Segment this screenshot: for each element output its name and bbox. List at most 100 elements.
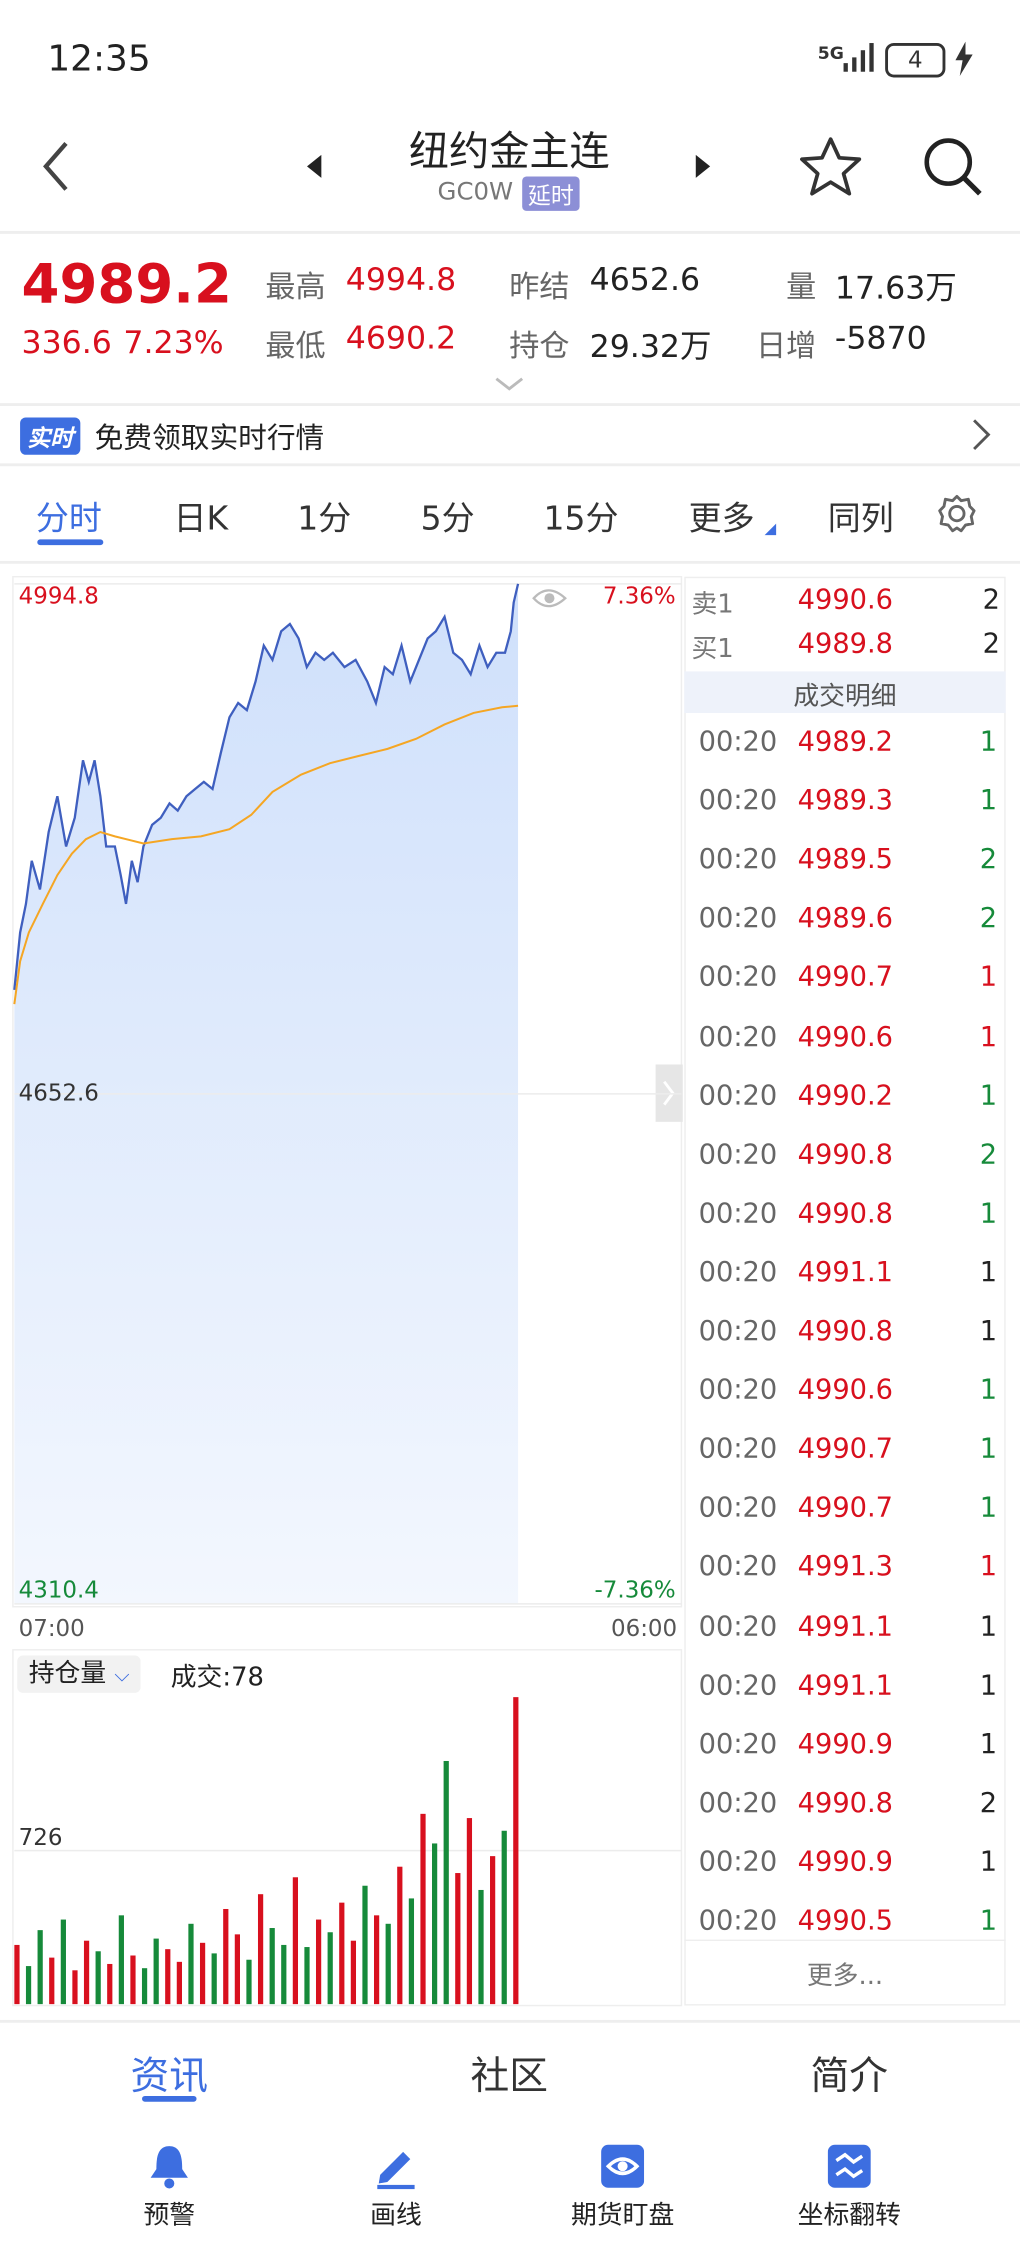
banner-text[interactable]: 免费领取实时行情: [94, 420, 325, 455]
tab[interactable]: 1分: [297, 500, 352, 538]
delay-badge: 延时: [522, 176, 580, 211]
nav-label[interactable]: 预警: [143, 2200, 196, 2231]
expand-button[interactable]: [494, 376, 526, 393]
prev-button[interactable]: [304, 152, 327, 181]
trade-volume: 2: [979, 843, 998, 876]
trade-price: 4991.1: [797, 1610, 894, 1642]
eye-icon[interactable]: [532, 589, 567, 608]
volume-bar: [25, 1966, 32, 2005]
volume-bar: [501, 1830, 507, 2005]
volume-bar: [234, 1934, 240, 2005]
trade-price: 4989.2: [797, 725, 894, 758]
volume-bar: [373, 1915, 380, 2005]
back-button[interactable]: [37, 138, 77, 195]
trade-volume: 2: [979, 902, 998, 935]
trades-title: 成交明细: [793, 681, 897, 712]
last-price: 4989.2: [21, 252, 232, 316]
search-button[interactable]: [921, 135, 984, 198]
stat-value: 4652.6: [589, 262, 701, 299]
volume-selector[interactable]: 持仓量 ⌵: [17, 1655, 142, 1693]
content-tab[interactable]: 资讯: [130, 2054, 209, 2099]
volume-bar: [327, 1932, 333, 2005]
tab-indicator: [37, 539, 104, 546]
volume-label: 成交:78: [170, 1662, 264, 1693]
stat-label: 持仓: [509, 328, 570, 363]
next-button[interactable]: [691, 152, 714, 181]
volume-bar: [281, 1944, 287, 2005]
divider: [0, 2019, 1020, 2023]
volume-bar: [350, 1940, 357, 2005]
trade-time: 00:20: [698, 902, 778, 935]
tab[interactable]: 更多: [688, 500, 755, 538]
trade-volume: 1: [979, 725, 998, 758]
trade-time: 00:20: [698, 1197, 778, 1230]
tab[interactable]: 5分: [420, 500, 475, 538]
trade-volume: 1: [979, 784, 998, 817]
trade-time: 00:20: [698, 843, 778, 876]
trade-volume: 2: [979, 1138, 998, 1171]
trade-price: 4989.6: [797, 902, 894, 935]
trade-volume: 1: [979, 1433, 998, 1465]
favorite-button[interactable]: [798, 135, 864, 198]
tab[interactable]: 日K: [173, 500, 229, 538]
trade-price: 4991.3: [797, 1551, 894, 1583]
trade-price: 4990.7: [797, 961, 894, 994]
network: 5G: [817, 43, 844, 64]
tab[interactable]: 同列: [827, 500, 894, 538]
trade-volume: 1: [979, 1020, 998, 1053]
content-tab[interactable]: 社区: [470, 2054, 549, 2099]
settings-button[interactable]: [937, 494, 977, 534]
stat-value: -5870: [834, 321, 927, 358]
trade-price: 4990.8: [797, 1138, 894, 1171]
divider: [0, 230, 1020, 234]
trade-time: 00:20: [698, 1846, 778, 1878]
trades-header: [684, 671, 1006, 713]
stat-value: 4690.2: [345, 321, 457, 358]
trade-time: 00:20: [698, 1256, 778, 1289]
trade-volume: 1: [979, 1315, 998, 1348]
divider: [684, 1939, 1006, 1942]
nav-label[interactable]: 坐标翻转: [797, 2200, 901, 2231]
price-line: [13, 704, 519, 1005]
x-tick-label: 06:00: [611, 1616, 677, 1642]
nav-label[interactable]: 画线: [370, 2200, 422, 2231]
banner-arrow[interactable]: [970, 416, 993, 453]
tab[interactable]: 分时: [35, 500, 102, 538]
volume-bar: [315, 1919, 322, 2005]
trade-time: 00:20: [698, 1079, 778, 1112]
flip-icon[interactable]: [827, 2143, 871, 2189]
trade-time: 00:20: [698, 1315, 778, 1348]
volume-bar: [130, 1955, 136, 2005]
volume-bar: [478, 1889, 484, 2005]
tab[interactable]: 15分: [543, 500, 619, 538]
trade-time: 00:20: [698, 1669, 778, 1701]
alert-icon[interactable]: [148, 2143, 191, 2189]
stat-label: 最低: [265, 328, 326, 363]
title: 纽约金主连: [408, 127, 610, 176]
volume-bar: [60, 1919, 66, 2005]
draw-icon[interactable]: [374, 2143, 417, 2190]
trade-volume: 1: [979, 1610, 998, 1642]
tab-indicator: [142, 2095, 197, 2102]
y2-tick-label: 7.36%: [603, 583, 676, 609]
trade-time: 00:20: [698, 961, 778, 994]
more-trades[interactable]: 更多...: [806, 1961, 884, 1992]
trade-volume: 2: [979, 1787, 998, 1819]
volume-bar: [466, 1818, 473, 2005]
book-side: 买1: [691, 634, 734, 665]
nav-label[interactable]: 期货盯盘: [570, 2200, 675, 2231]
watch-icon[interactable]: [601, 2143, 645, 2189]
trade-time: 00:20: [698, 1610, 778, 1642]
stat-value: 29.32万: [589, 329, 712, 366]
trade-volume: 1: [979, 961, 998, 994]
trade-volume: 1: [979, 1374, 998, 1407]
book-price: 4989.8: [797, 628, 894, 660]
volume-bar: [72, 1970, 78, 2005]
volume-bar: [118, 1915, 124, 2005]
content-tab[interactable]: 简介: [810, 2054, 889, 2099]
book-volume: 2: [982, 628, 1000, 660]
trade-volume: 1: [979, 1551, 998, 1583]
trade-volume: 1: [979, 1728, 998, 1760]
